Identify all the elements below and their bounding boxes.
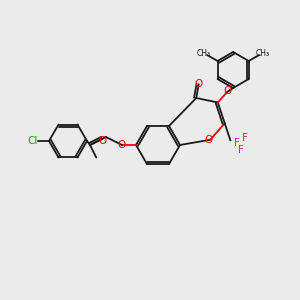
Text: F: F bbox=[242, 134, 248, 143]
Text: O: O bbox=[117, 140, 125, 150]
Text: CH₃: CH₃ bbox=[256, 49, 270, 58]
Text: O: O bbox=[223, 86, 231, 96]
Text: O: O bbox=[98, 136, 106, 146]
Text: F: F bbox=[238, 146, 244, 155]
Text: Cl: Cl bbox=[28, 136, 38, 146]
Text: CH₃: CH₃ bbox=[196, 49, 211, 58]
Text: O: O bbox=[195, 79, 203, 89]
Text: F: F bbox=[234, 138, 240, 148]
Text: O: O bbox=[204, 135, 212, 145]
